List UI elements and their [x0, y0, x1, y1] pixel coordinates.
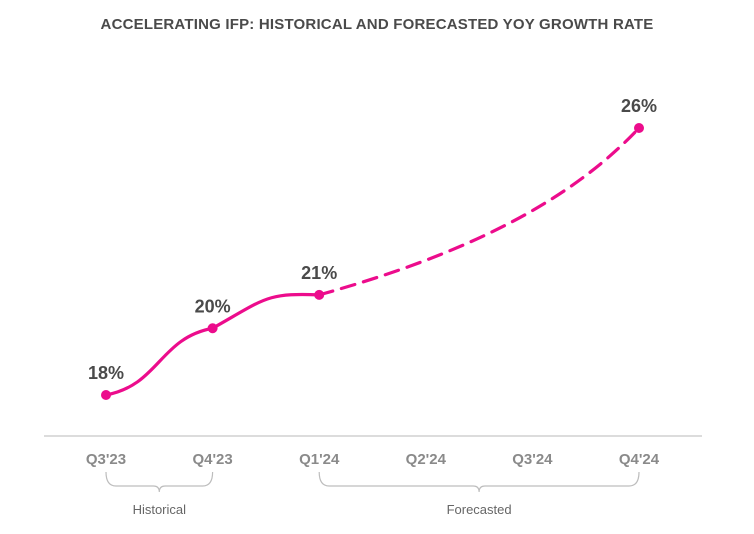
- x-tick-label: Q1'24: [299, 451, 340, 468]
- chart-title: ACCELERATING IFP: HISTORICAL AND FORECAS…: [100, 16, 654, 33]
- x-tick-label: Q3'23: [86, 451, 126, 468]
- group-brace: [105, 471, 214, 493]
- x-tick-label: Q4'24: [619, 451, 660, 468]
- data-label: 20%: [195, 296, 231, 316]
- data-label: 18%: [88, 363, 124, 383]
- data-label: 21%: [301, 263, 337, 283]
- group-label: Historical: [133, 502, 187, 517]
- x-tick-label: Q4'23: [192, 451, 232, 468]
- group-label: Forecasted: [447, 502, 512, 517]
- data-point: [101, 390, 111, 400]
- x-tick-label: Q2'24: [406, 451, 447, 468]
- data-point: [314, 289, 325, 300]
- data-point: [207, 323, 218, 334]
- data-label: 26%: [621, 96, 657, 116]
- data-point: [634, 123, 644, 133]
- x-tick-label: Q3'24: [512, 451, 553, 468]
- series-line-forecast: [317, 126, 641, 297]
- group-brace: [318, 471, 640, 493]
